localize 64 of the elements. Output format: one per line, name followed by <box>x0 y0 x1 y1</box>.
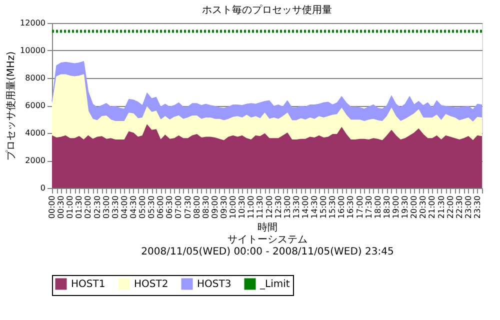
x-tick-label: 19:30 <box>400 196 410 219</box>
x-tick-label: 08:00 <box>192 196 202 219</box>
x-tick-label: 14:30 <box>310 196 320 219</box>
x-tick-label: 04:30 <box>128 196 138 219</box>
legend-label: HOST3 <box>197 279 232 290</box>
x-tick-label: 02:00 <box>84 196 93 219</box>
x-tick-label: 03:00 <box>102 196 111 219</box>
x-tick-label: 12:00 <box>264 196 274 219</box>
x-tick-label: 22:30 <box>454 196 464 219</box>
y-tick-label: 8000 <box>25 74 46 82</box>
x-tick-label: 13:00 <box>282 196 292 219</box>
x-tick-label: 00:00 <box>48 196 56 219</box>
x-tick-label: 23:00 <box>464 196 473 219</box>
x-tick-label: 21:00 <box>428 196 437 219</box>
x-tick-label: 09:30 <box>220 196 228 219</box>
x-tick-label: 07:00 <box>174 196 184 219</box>
y-axis-title: プロセッサ使用量(MHz) <box>5 51 18 161</box>
x-tick-label: 00:30 <box>56 196 66 219</box>
x-tick-label: 02:30 <box>92 196 102 219</box>
x-tick-label: 05:00 <box>138 196 148 219</box>
y-tick-label: 12000 <box>20 18 46 28</box>
x-tick-label: 23:30 <box>472 196 482 219</box>
x-tick-label: 10:30 <box>238 196 247 219</box>
x-tick-label: 18:30 <box>382 196 392 219</box>
x-tick-label: 11:30 <box>256 196 265 219</box>
x-axis-title: 時間 <box>258 222 278 234</box>
legend-label: HOST1 <box>71 279 106 290</box>
x-tick-label: 05:30 <box>147 196 156 219</box>
y-tick-label: 0 <box>40 184 46 192</box>
x-tick-label: 19:00 <box>392 196 400 219</box>
text: サイトーシステム <box>228 234 308 246</box>
x-tick-label: 11:00 <box>246 196 256 219</box>
x-tick-label: 16:30 <box>346 196 356 219</box>
y-tick-label: 2000 <box>25 156 46 165</box>
x-tick-label: 20:30 <box>418 196 428 219</box>
y-tick-label: 6000 <box>25 101 46 110</box>
y-tick-label: 10000 <box>20 46 46 55</box>
legend-label: HOST2 <box>134 279 168 290</box>
y-tick-label: 4000 <box>25 128 46 138</box>
x-tick-label: 06:30 <box>165 196 174 219</box>
x-tick-label: 20:00 <box>410 196 419 219</box>
x-tick-label: 21:30 <box>436 196 446 219</box>
x-tick-label: 09:00 <box>210 196 220 219</box>
x-tick-label: 10:00 <box>228 196 238 219</box>
x-tick-label: 17:30 <box>364 196 374 219</box>
x-tick-label: 15:30 <box>328 196 338 219</box>
x-tick-label: 03:30 <box>110 196 120 219</box>
x-tick-label: 04:00 <box>120 196 129 219</box>
x-tick-label: 16:00 <box>337 196 346 219</box>
x-tick-label: 01:00 <box>66 196 75 219</box>
x-tick-label: 01:30 <box>74 196 84 219</box>
x-tick-label: 14:00 <box>300 196 310 219</box>
x-tick-label: 12:30 <box>274 196 283 219</box>
chart-title: ホスト毎のプロセッサ使用量 <box>202 4 332 16</box>
x-tick-label: 15:00 <box>319 196 328 219</box>
x-tick-label: 08:30 <box>201 196 210 219</box>
x-tick-label: 17:00 <box>355 196 364 219</box>
x-tick-label: 18:00 <box>373 196 382 219</box>
x-tick-label: 07:30 <box>183 196 192 219</box>
x-tick-label: 22:00 <box>446 196 455 219</box>
x-tick-label: 13:30 <box>292 196 301 219</box>
legend-label: _Limit <box>259 279 290 290</box>
text: 2008/11/05(WED) 00:00 - 2008/11/05(WED) 23:45 <box>141 246 394 258</box>
x-tick-label: 06:00 <box>156 196 166 219</box>
